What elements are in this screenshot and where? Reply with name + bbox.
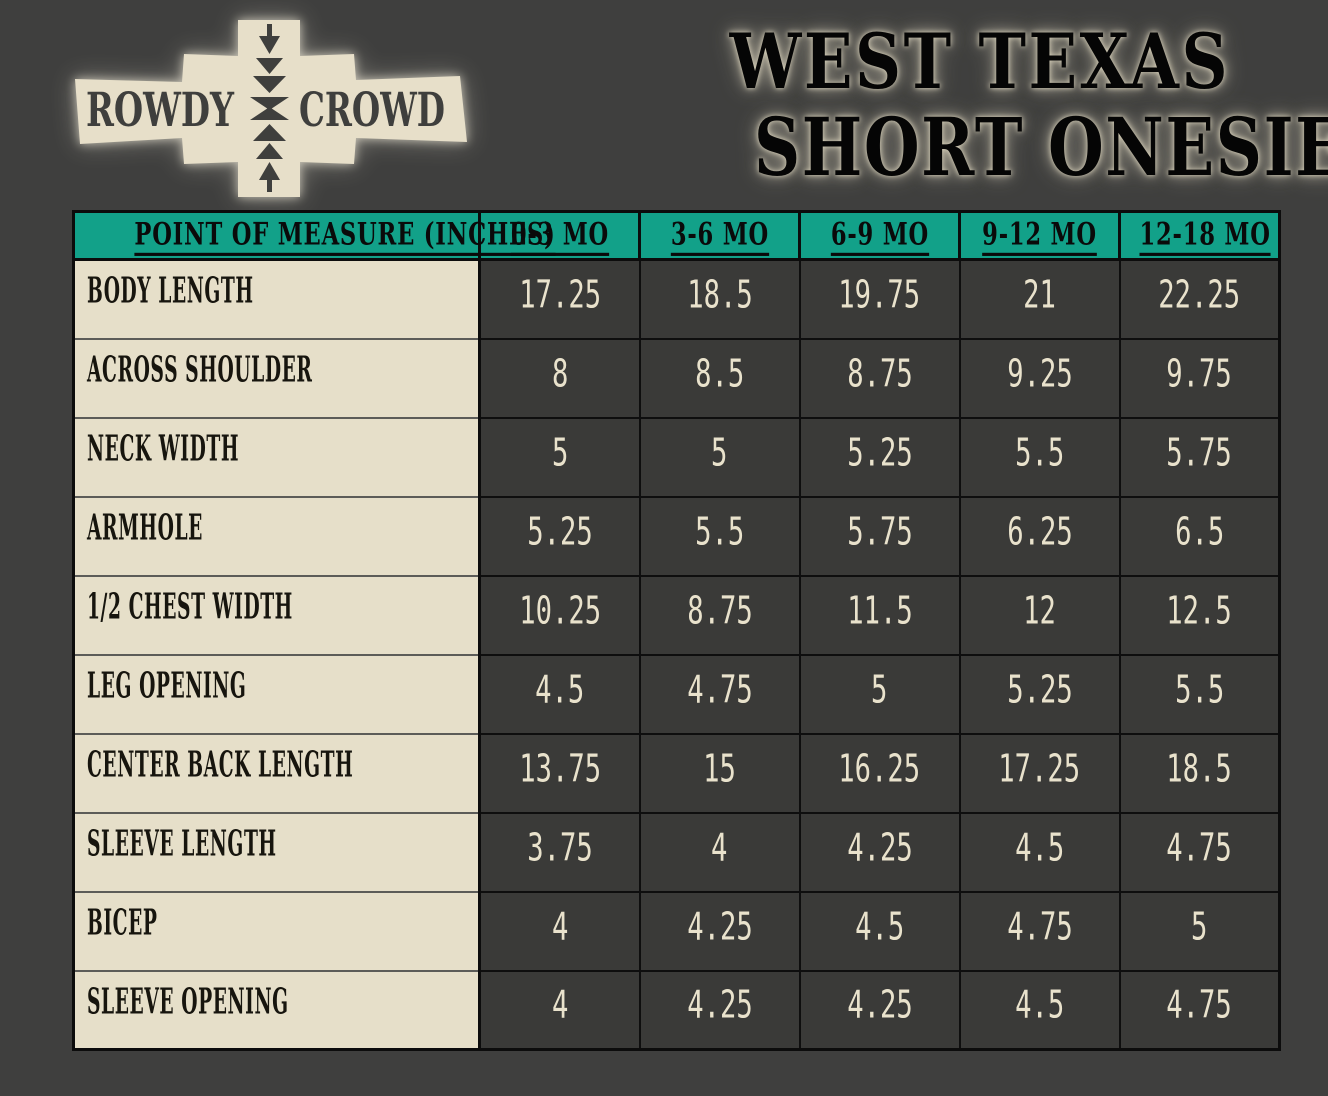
column-header-6-9-mo: 6-9 MO (798, 210, 961, 261)
value-cell: 4.5 (958, 969, 1121, 1051)
value-cell: 4 (478, 969, 641, 1051)
value-cell: 6.25 (958, 495, 1121, 577)
title-text-west-texas: WEST TEXAS (729, 17, 1231, 106)
table-row-half-chest-width: 1/2 CHEST WIDTH 10.25 8.75 11.5 12 12.5 (72, 574, 1281, 656)
column-header-12-18-mo: 12-18 MO (1118, 210, 1281, 261)
value-cell: 5.25 (798, 416, 961, 498)
value-cell: 4.75 (1118, 811, 1281, 893)
column-header-3-6-mo: 3-6 MO (638, 210, 801, 261)
table-row-across-shoulder: ACROSS SHOULDER 8 8.5 8.75 9.25 9.75 (72, 337, 1281, 419)
logo-badge: ROWDY CROWD (75, 20, 467, 197)
value-cell: 22.25 (1118, 258, 1281, 340)
table-row-sleeve-length: SLEEVE LENGTH 3.75 4 4.25 4.5 4.75 (72, 811, 1281, 893)
value-cell: 18.5 (638, 258, 801, 340)
measure-label-cell: BICEP (72, 890, 481, 972)
value-cell: 13.75 (478, 732, 641, 814)
product-title-line2: SHORT ONESIE (680, 104, 1328, 190)
value-cell: 12 (958, 574, 1121, 656)
title-text-short-onesie: SHORT ONESIE (753, 100, 1328, 194)
product-title: WEST TEXAS SHORT ONESIE (680, 20, 1328, 191)
value-cell: 3.75 (478, 811, 641, 893)
measure-label-cell: SLEEVE OPENING (72, 969, 481, 1051)
value-cell: 12.5 (1118, 574, 1281, 656)
measure-label-cell: ARMHOLE (72, 495, 481, 577)
value-cell: 17.25 (478, 258, 641, 340)
measure-label-cell: SLEEVE LENGTH (72, 811, 481, 893)
value-cell: 5.25 (958, 653, 1121, 735)
value-cell: 8.75 (798, 337, 961, 419)
value-cell: 5.25 (478, 495, 641, 577)
value-cell: 10.25 (478, 574, 641, 656)
value-cell: 5.5 (638, 495, 801, 577)
value-cell: 4.25 (798, 969, 961, 1051)
value-cell: 8.5 (638, 337, 801, 419)
value-cell: 5.5 (958, 416, 1121, 498)
column-header-0-3-mo: 0-3 MO (478, 210, 641, 261)
table-row-center-back-length: CENTER BACK LENGTH 13.75 15 16.25 17.25 … (72, 732, 1281, 814)
value-cell: 19.75 (798, 258, 961, 340)
value-cell: 6.5 (1118, 495, 1281, 577)
value-cell: 4.75 (958, 890, 1121, 972)
value-cell: 5.75 (1118, 416, 1281, 498)
logo-arrows-icon (250, 24, 289, 192)
value-cell: 5 (1118, 890, 1281, 972)
value-cell: 8.75 (638, 574, 801, 656)
value-cell: 4.25 (638, 969, 801, 1051)
measure-label-cell: ACROSS SHOULDER (72, 337, 481, 419)
value-cell: 5.75 (798, 495, 961, 577)
value-cell: 21 (958, 258, 1121, 340)
value-cell: 17.25 (958, 732, 1121, 814)
value-cell: 5 (798, 653, 961, 735)
value-cell: 5.5 (1118, 653, 1281, 735)
table-row-body-length: BODY LENGTH 17.25 18.5 19.75 21 22.25 (72, 258, 1281, 340)
value-cell: 5 (638, 416, 801, 498)
size-chart-table: POINT OF MEASURE (INCHES) 0-3 MO 3-6 MO … (72, 210, 1281, 1051)
value-cell: 5 (478, 416, 641, 498)
value-cell: 4.75 (1118, 969, 1281, 1051)
measure-label-cell: LEG OPENING (72, 653, 481, 735)
measure-label-cell: 1/2 CHEST WIDTH (72, 574, 481, 656)
column-header-point-of-measure: POINT OF MEASURE (INCHES) (72, 210, 556, 261)
value-cell: 9.75 (1118, 337, 1281, 419)
measure-label-cell: BODY LENGTH (72, 258, 481, 340)
value-cell: 4.5 (798, 890, 961, 972)
value-cell: 8 (478, 337, 641, 419)
value-cell: 15 (638, 732, 801, 814)
value-cell: 18.5 (1118, 732, 1281, 814)
header-row: POINT OF MEASURE (INCHES) 0-3 MO 3-6 MO … (72, 210, 1281, 261)
value-cell: 4 (478, 890, 641, 972)
table-row-sleeve-opening: SLEEVE OPENING 4 4.25 4.25 4.5 4.75 (72, 969, 1281, 1051)
value-cell: 11.5 (798, 574, 961, 656)
table-row-leg-opening: LEG OPENING 4.5 4.75 5 5.25 5.5 (72, 653, 1281, 735)
product-title-line1: WEST TEXAS (680, 20, 1280, 104)
table-row-armhole: ARMHOLE 5.25 5.5 5.75 6.25 6.5 (72, 495, 1281, 577)
value-cell: 4.5 (958, 811, 1121, 893)
column-header-9-12-mo: 9-12 MO (958, 210, 1121, 261)
value-cell: 4.75 (638, 653, 801, 735)
value-cell: 4.25 (638, 890, 801, 972)
value-cell: 4 (638, 811, 801, 893)
measure-label-cell: NECK WIDTH (72, 416, 481, 498)
value-cell: 4.5 (478, 653, 641, 735)
table-row-neck-width: NECK WIDTH 5 5 5.25 5.5 5.75 (72, 416, 1281, 498)
rowdy-crowd-logo: ROWDY CROWD (70, 16, 472, 200)
logo-word-crowd: CROWD (299, 83, 445, 138)
value-cell: 9.25 (958, 337, 1121, 419)
logo-word-rowdy: ROWDY (86, 83, 234, 138)
value-cell: 4.25 (798, 811, 961, 893)
value-cell: 16.25 (798, 732, 961, 814)
table-row-bicep: BICEP 4 4.25 4.5 4.75 5 (72, 890, 1281, 972)
measure-label-cell: CENTER BACK LENGTH (72, 732, 481, 814)
